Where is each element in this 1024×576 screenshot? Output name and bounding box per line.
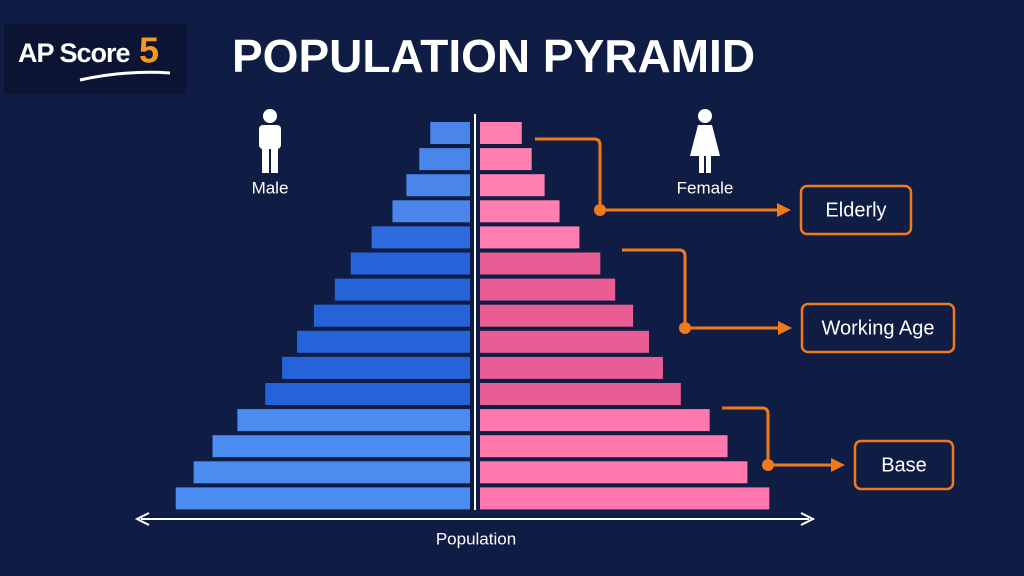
- annotation-box: [800, 302, 956, 354]
- annotation-arrowhead: [777, 203, 791, 217]
- male-icon: [259, 109, 281, 173]
- bar: [265, 383, 470, 405]
- bar: [193, 461, 470, 484]
- annotation-label: Base: [881, 454, 927, 476]
- annotation-dot: [762, 459, 774, 471]
- bar: [480, 383, 681, 405]
- bar: [480, 226, 580, 249]
- logo-text: AP Score: [18, 38, 131, 68]
- bar: [480, 409, 710, 432]
- bar: [480, 356, 663, 379]
- bar: [480, 304, 634, 327]
- annotation-box: [853, 439, 955, 491]
- annotation-arrowhead: [831, 458, 845, 472]
- bar: [212, 435, 470, 458]
- bar: [480, 330, 649, 353]
- bar: [480, 435, 728, 458]
- bar: [480, 461, 748, 484]
- annotation-bracket: [535, 137, 781, 212]
- bar: [282, 356, 470, 379]
- bar: [237, 409, 470, 432]
- annotation-dot: [594, 204, 606, 216]
- female-icon: [690, 109, 720, 173]
- legend-label: Male: [252, 178, 289, 197]
- bar: [480, 487, 770, 510]
- logo-panel: [4, 24, 186, 94]
- bar: [430, 122, 470, 144]
- bar: [406, 174, 470, 197]
- bar: [419, 148, 470, 171]
- annotation-box: [799, 184, 913, 236]
- annotation-label: Working Age: [821, 317, 934, 339]
- annotation-arrowhead: [778, 321, 792, 335]
- bar: [175, 487, 470, 510]
- bar: [480, 122, 522, 144]
- bar: [371, 226, 470, 249]
- logo-swoosh: [79, 70, 171, 82]
- bar: [480, 278, 616, 301]
- bar: [480, 174, 545, 197]
- chart-title: POPULATION PYRAMID: [232, 30, 755, 82]
- bar: [350, 252, 470, 275]
- annotation-label: Elderly: [825, 199, 886, 221]
- annotation-bracket: [722, 406, 835, 467]
- axis-arrow: [134, 512, 150, 526]
- axis-arrow: [800, 512, 816, 526]
- bar: [334, 278, 470, 301]
- annotation-dot: [679, 322, 691, 334]
- bar: [313, 304, 470, 327]
- bar: [297, 330, 470, 353]
- legend-label: Female: [677, 178, 734, 197]
- annotation-bracket: [622, 248, 782, 330]
- x-axis-label: Population: [436, 529, 516, 548]
- bar: [480, 200, 560, 223]
- bar: [480, 148, 532, 171]
- bar: [480, 252, 601, 275]
- logo-number: 5: [139, 30, 159, 71]
- bar: [392, 200, 470, 223]
